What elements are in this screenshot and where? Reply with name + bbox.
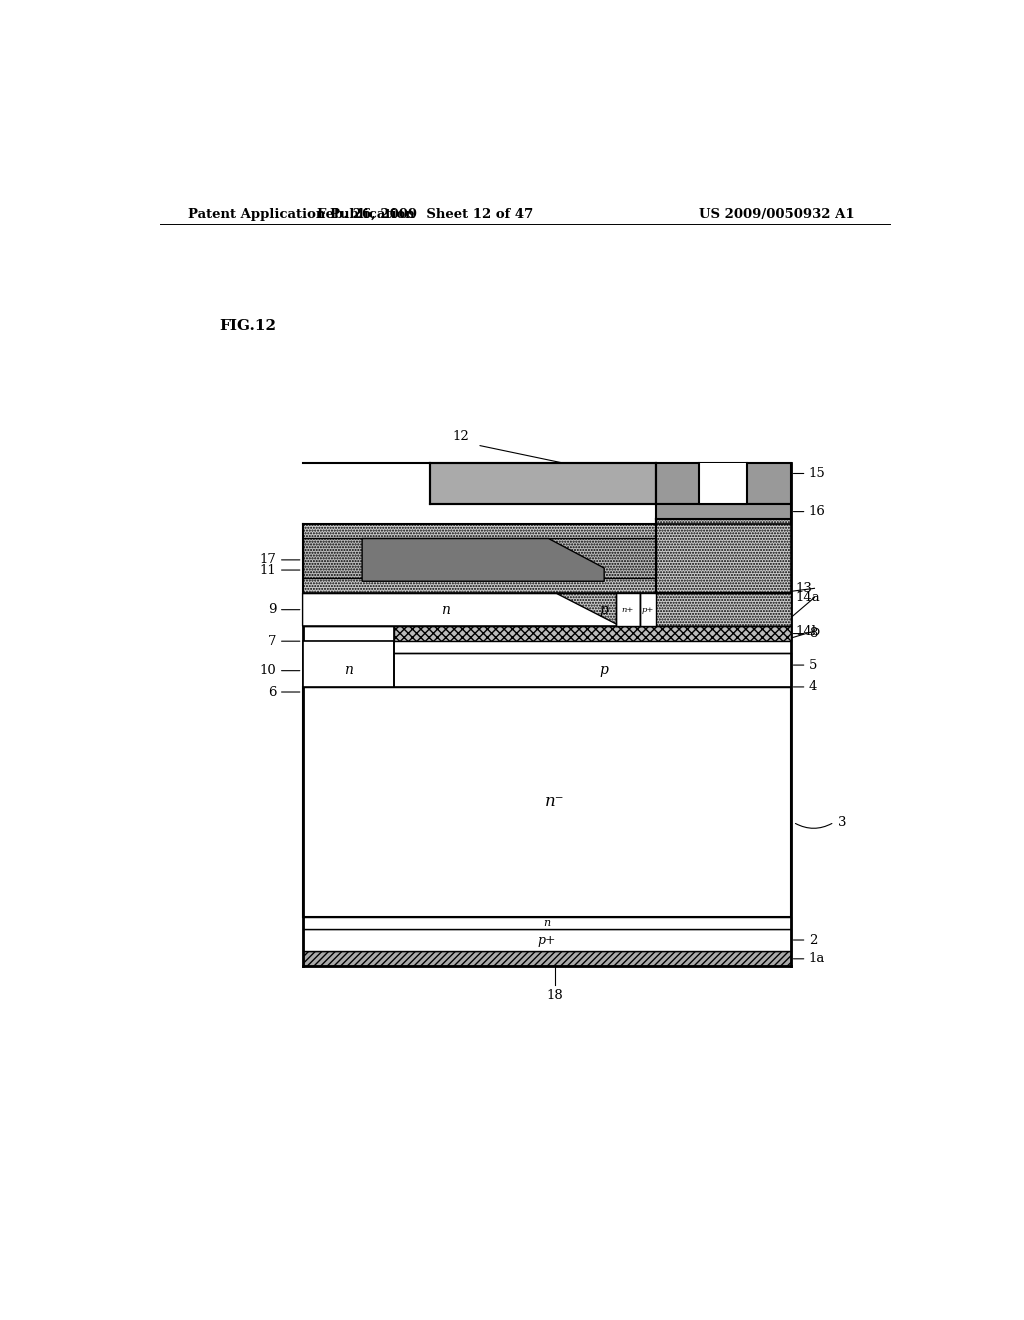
Bar bbox=[303, 686, 791, 916]
Text: 13: 13 bbox=[796, 582, 812, 595]
Bar bbox=[616, 594, 640, 626]
Text: 10: 10 bbox=[260, 664, 276, 677]
Text: 17: 17 bbox=[259, 553, 276, 566]
Text: US 2009/0050932 A1: US 2009/0050932 A1 bbox=[699, 207, 855, 220]
Bar bbox=[303, 952, 791, 966]
Bar bbox=[303, 642, 394, 686]
Bar bbox=[699, 463, 748, 504]
Text: 15: 15 bbox=[809, 467, 825, 480]
Bar bbox=[655, 519, 791, 594]
Text: 11: 11 bbox=[260, 564, 276, 577]
Bar bbox=[303, 916, 791, 929]
Text: Feb. 26, 2009  Sheet 12 of 47: Feb. 26, 2009 Sheet 12 of 47 bbox=[317, 207, 534, 220]
Bar bbox=[303, 524, 791, 594]
Text: p: p bbox=[600, 603, 608, 616]
Bar bbox=[303, 929, 791, 952]
Text: 7: 7 bbox=[268, 635, 276, 648]
Text: n: n bbox=[543, 917, 550, 928]
Bar bbox=[655, 504, 791, 519]
Text: 1a: 1a bbox=[809, 952, 825, 965]
Polygon shape bbox=[303, 594, 620, 626]
Text: n: n bbox=[344, 663, 352, 677]
Text: 14a: 14a bbox=[796, 591, 820, 605]
Text: 5: 5 bbox=[809, 659, 817, 672]
Text: 14b: 14b bbox=[796, 624, 820, 638]
Text: 2: 2 bbox=[809, 933, 817, 946]
Text: 4: 4 bbox=[809, 680, 817, 693]
Bar bbox=[655, 463, 791, 504]
Polygon shape bbox=[362, 539, 604, 581]
Text: p: p bbox=[600, 663, 608, 677]
Bar bbox=[394, 626, 791, 642]
Text: n: n bbox=[441, 603, 450, 616]
Text: p+: p+ bbox=[642, 606, 654, 614]
Text: 18: 18 bbox=[546, 989, 563, 1002]
Text: n⁻: n⁻ bbox=[545, 793, 564, 810]
Text: 3: 3 bbox=[839, 816, 847, 829]
Text: n+: n+ bbox=[622, 606, 634, 614]
Bar bbox=[303, 594, 791, 626]
Bar bbox=[303, 653, 791, 686]
Text: p+: p+ bbox=[538, 933, 556, 946]
Text: 9: 9 bbox=[268, 603, 276, 616]
Text: 16: 16 bbox=[809, 506, 825, 517]
Bar bbox=[303, 537, 655, 578]
Text: 12: 12 bbox=[453, 430, 470, 444]
Text: FIG.12: FIG.12 bbox=[219, 319, 276, 333]
Bar bbox=[430, 463, 655, 504]
Bar bbox=[640, 594, 655, 626]
Text: 8: 8 bbox=[809, 627, 817, 640]
Text: Patent Application Publication: Patent Application Publication bbox=[187, 207, 415, 220]
Text: 6: 6 bbox=[268, 685, 276, 698]
